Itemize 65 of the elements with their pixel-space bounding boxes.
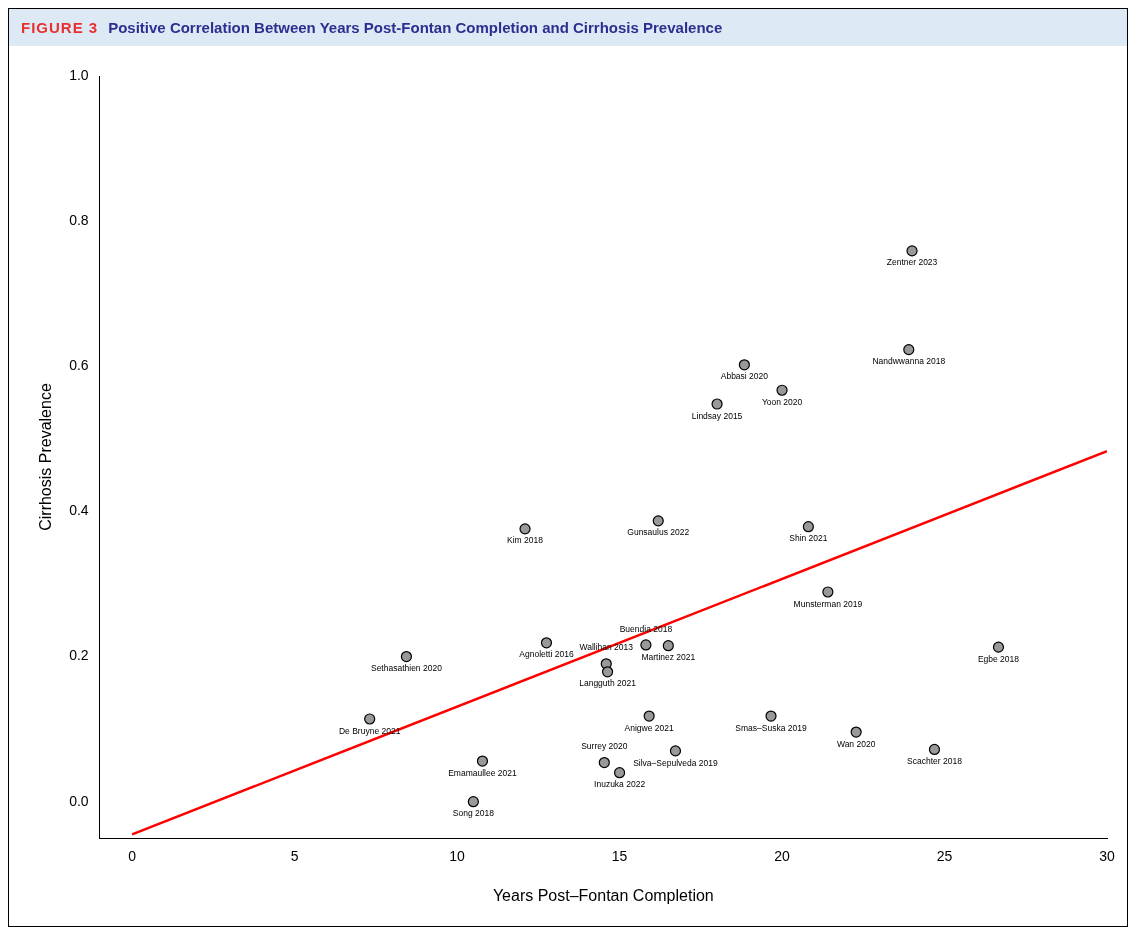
data-label: Shin 2021 <box>789 533 828 544</box>
data-label: Surrey 2020 <box>581 741 628 752</box>
data-label: Kim 2018 <box>507 535 544 546</box>
data-label: Munsterman 2019 <box>793 598 863 609</box>
data-label: Sethasathien 2020 <box>370 663 443 674</box>
point <box>640 639 652 651</box>
point <box>850 726 862 738</box>
point <box>903 343 915 356</box>
data-label: Zentner 2023 <box>886 257 938 268</box>
point <box>992 641 1005 653</box>
data-label: Agnoletti 2016 <box>519 649 574 660</box>
point <box>928 743 941 756</box>
point <box>519 523 531 535</box>
data-label: Abbasi 2020 <box>720 371 769 382</box>
point <box>540 637 553 649</box>
data-label: Inuzuka 2022 <box>594 779 646 790</box>
x-tick-label: 0 <box>128 848 137 865</box>
point <box>400 650 413 663</box>
x-axis-title: Years Post–Fontan Completion <box>492 886 714 904</box>
data-label: Egbe 2018 <box>977 653 1020 664</box>
y-tick-label: 0.6 <box>69 357 89 374</box>
data-label: Smas–Suska 2019 <box>735 722 807 733</box>
point <box>598 756 610 769</box>
point <box>643 710 655 722</box>
data-label: Lindsay 2015 <box>691 410 743 421</box>
y-tick-label: 0.4 <box>69 502 89 519</box>
x-tick-label: 15 <box>611 848 628 865</box>
y-tick-label: 0.8 <box>69 212 89 228</box>
chart-title: Positive Correlation Between Years Post-Fontan Completion and Cirrhosis Prevalence <box>108 19 723 36</box>
point <box>711 398 723 410</box>
data-label: Silva–Sepulveda 2019 <box>633 757 719 768</box>
x-tick-label: 25 <box>936 848 953 865</box>
y-axis-title: Cirrhosis Prevalence <box>37 383 55 531</box>
x-tick-label: 5 <box>290 848 299 865</box>
y-tick-label: 0.2 <box>69 647 89 664</box>
point <box>776 384 788 396</box>
caption: FIGURE 3 <box>21 19 99 36</box>
point <box>601 666 614 678</box>
data-label: Martinez 2021 <box>641 652 696 663</box>
y-tick-label: 0.0 <box>69 792 89 809</box>
data-label: Song 2018 <box>452 808 495 819</box>
point <box>738 359 750 371</box>
point <box>476 755 489 767</box>
x-tick-label: 10 <box>449 848 466 865</box>
data-label: Scachter 2018 <box>907 756 963 767</box>
x-tick-label: 30 <box>1099 848 1115 865</box>
point <box>613 767 626 779</box>
data-label: Nandwwanna 2018 <box>872 356 946 367</box>
data-label: Emamaullee 2021 <box>448 767 517 778</box>
point <box>467 796 479 808</box>
data-label: Anigwe 2021 <box>624 722 674 733</box>
point <box>765 710 777 722</box>
data-label: Gunsaulus 2022 <box>627 527 690 538</box>
point <box>652 515 664 527</box>
point <box>669 745 682 757</box>
data-label: Wan 2020 <box>836 738 876 749</box>
point <box>364 713 376 725</box>
point <box>906 245 918 257</box>
y-tick-label: 1.0 <box>69 66 89 83</box>
data-label: Yoon 2020 <box>761 396 803 407</box>
point <box>822 586 834 598</box>
x-tick-label: 20 <box>774 848 791 865</box>
data-label: Langguth 2021 <box>579 678 637 689</box>
point <box>802 521 814 533</box>
point <box>662 640 674 652</box>
